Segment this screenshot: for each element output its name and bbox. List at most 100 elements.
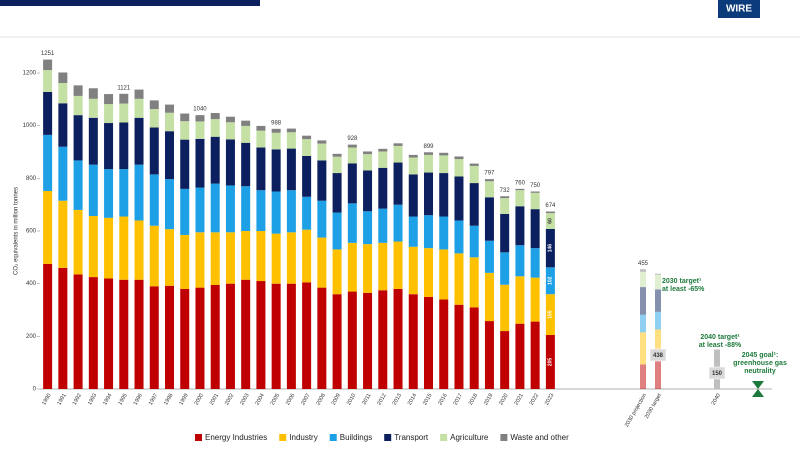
bar-segment <box>88 98 98 118</box>
bar-segment <box>256 125 266 131</box>
bar-segment <box>393 241 403 289</box>
bar-segment <box>424 154 433 173</box>
bar-segment <box>225 116 235 123</box>
bar-segment <box>104 217 114 279</box>
bar-segment <box>408 174 418 217</box>
bar-segment <box>256 190 266 231</box>
goal-marker <box>752 381 764 389</box>
bar-segment <box>149 109 159 128</box>
legend-label: Buildings <box>340 433 372 442</box>
bar-segment <box>302 229 312 283</box>
bar-segment <box>408 216 418 247</box>
bar-segment <box>454 304 464 389</box>
x-tick-label: 2007 <box>300 393 311 407</box>
x-tick-label: 1995 <box>117 393 128 407</box>
x-tick-label: 1993 <box>87 393 98 407</box>
projection-segment <box>640 287 646 315</box>
bar-segment <box>530 192 540 210</box>
bar-segment <box>454 159 464 177</box>
bar-segment <box>424 248 433 297</box>
bar-segment <box>119 169 129 217</box>
bar-segment <box>58 146 68 201</box>
bar-segment <box>347 144 357 148</box>
logo-box <box>718 0 760 18</box>
bar-segment <box>500 331 510 389</box>
bar-segment <box>43 59 53 71</box>
bar-segment <box>484 240 494 273</box>
bar-segment <box>58 72 68 84</box>
x-tick-label: 2009 <box>331 393 342 407</box>
bar-segment <box>424 172 433 216</box>
bar-segment <box>515 188 525 191</box>
bar-segment <box>469 307 479 389</box>
bar-segment <box>347 203 357 243</box>
x-tick-label: 2012 <box>376 393 387 407</box>
bar-segment <box>317 200 327 238</box>
bar-segment <box>241 142 251 187</box>
legend-swatch <box>195 434 202 441</box>
legend-swatch <box>500 434 508 441</box>
x-tick-label: 1998 <box>163 393 174 407</box>
bar-segment <box>469 165 479 184</box>
bar-segment <box>484 272 494 322</box>
annotation: greenhouse gas <box>733 360 787 367</box>
bar-segment <box>378 167 388 209</box>
x-tick-label: 2014 <box>407 393 418 407</box>
bar-segment <box>439 299 449 389</box>
bar-segment <box>393 145 403 163</box>
bar-segment <box>454 220 464 254</box>
bar-segment <box>484 321 494 389</box>
projection-segment <box>640 332 646 365</box>
header-title-fragment <box>0 0 260 6</box>
bar-segment <box>58 83 68 104</box>
bar-segment <box>286 128 296 133</box>
bar-segment <box>302 135 312 140</box>
bar-segment <box>332 173 342 213</box>
x-tick-label: 1994 <box>102 393 113 407</box>
bar-segment <box>210 284 220 389</box>
bar-segment <box>317 143 327 161</box>
x-tick-label: 2030 projection <box>624 393 648 429</box>
y-axis-title: CO₂ equivalents in million tonnes <box>14 187 20 275</box>
bar-segment <box>195 187 205 233</box>
bar-segment <box>271 191 281 234</box>
bar-segment <box>210 183 220 233</box>
bar-segment <box>149 174 159 226</box>
bar-segment <box>195 121 205 139</box>
bar-segment <box>134 117 144 165</box>
bar-segment <box>469 163 479 166</box>
bar-segment <box>119 216 129 280</box>
bar-segment <box>500 213 510 253</box>
bar-segment <box>241 186 251 231</box>
bar-segment <box>43 263 53 389</box>
bar-segment <box>332 156 342 174</box>
annotation: neutrality <box>744 368 776 375</box>
bar-segment <box>271 128 281 133</box>
bar-segment <box>378 151 388 168</box>
bar-segment <box>149 127 159 175</box>
bar-segment <box>363 211 373 245</box>
bar-segment <box>286 190 296 233</box>
bar-segment <box>271 149 281 192</box>
bar-segment <box>271 233 281 284</box>
bar-segment <box>393 143 403 146</box>
bar-segment <box>393 162 403 205</box>
bar-segment <box>195 138 205 188</box>
bar-segment <box>165 229 174 286</box>
bar-segment <box>515 245 525 277</box>
bar-segment <box>363 244 373 293</box>
total-label: 438 <box>653 353 664 359</box>
bar-segment <box>241 279 251 389</box>
bar-segment <box>530 248 540 278</box>
projection-segment <box>655 289 661 312</box>
bar-segment <box>134 164 144 221</box>
bar-segment <box>439 249 449 300</box>
bar-segment <box>332 212 342 250</box>
logo: WIRE <box>726 4 752 15</box>
bar-segment <box>104 94 114 105</box>
x-tick-label: 2017 <box>453 393 464 407</box>
bar-segment <box>88 277 98 389</box>
bar-segment <box>256 281 266 389</box>
total-label: 750 <box>530 183 541 189</box>
y-tick-label: 200 <box>26 334 37 340</box>
